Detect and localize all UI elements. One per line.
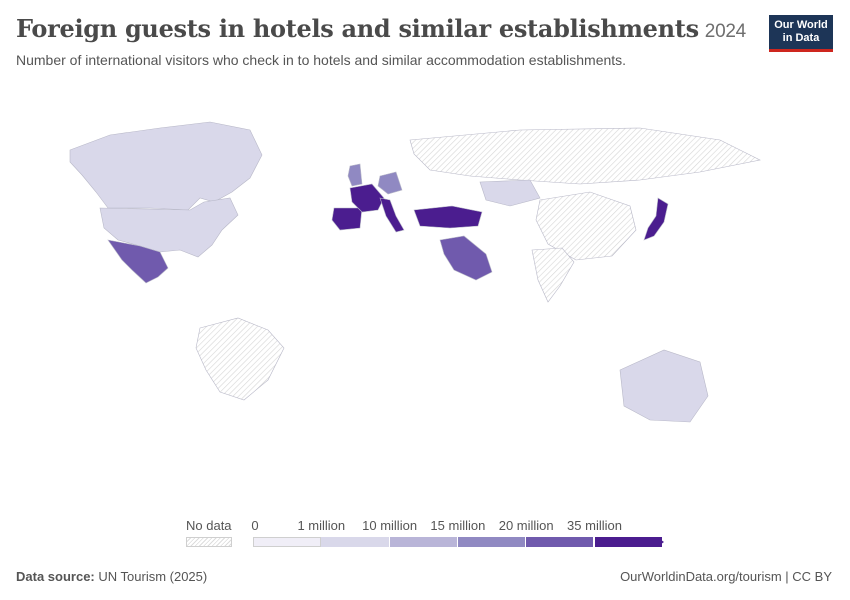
country-france[interactable] [349,183,385,213]
legend-no-data-swatch[interactable] [186,537,232,547]
world-map[interactable] [0,80,850,500]
country-kazakhstan[interactable] [479,179,541,207]
legend-no-data-label: No data [186,518,232,533]
chart-title: Foreign guests in hotels and similar est… [16,14,746,43]
legend-bin-2[interactable] [389,537,458,547]
legend-bin-0[interactable] [253,537,322,547]
country-canada[interactable] [69,121,263,211]
data-source-label: Data source: [16,569,95,584]
country-spain[interactable] [331,207,363,231]
data-source-value: UN Tourism (2025) [98,569,208,584]
country-saudi-arabia[interactable] [439,235,493,281]
country-brazil[interactable] [195,317,285,401]
legend-tick-4: 20 million [498,518,554,533]
country-china[interactable] [535,191,637,261]
logo-line-1: Our World [774,19,828,31]
legend-tick-2: 10 million [362,518,418,533]
attribution-link[interactable]: OurWorldinData.org/tourism | CC BY [620,569,832,584]
legend-bin-5[interactable] [594,537,663,547]
legend-bin-4[interactable] [526,537,595,547]
title-text: Foreign guests in hotels and similar est… [16,14,699,43]
owid-logo[interactable]: Our World in Data [769,15,833,52]
country-australia[interactable] [619,349,709,423]
country-italy[interactable] [379,197,405,233]
country-india[interactable] [531,247,575,303]
logo-line-2: in Data [782,32,820,44]
country-united-kingdom[interactable] [347,163,363,187]
data-source: Data source: UN Tourism (2025) [16,569,207,584]
legend-bin-1[interactable] [321,537,390,547]
legend-bin-3[interactable] [457,537,527,547]
legend-tick-0: 0 [251,518,259,533]
legend-tick-1: 1 million [297,518,346,533]
country-mexico[interactable] [107,239,169,284]
legend-tick-5: 35 million [567,518,622,533]
title-year: 2024 [704,21,746,42]
country-united-states[interactable] [99,197,239,258]
country-russia[interactable] [409,127,761,185]
legend-arrow [657,537,664,547]
country-germany[interactable] [377,171,403,195]
legend-tick-3: 15 million [430,518,486,533]
chart-subtitle: Number of international visitors who che… [16,52,627,68]
country-turkey[interactable] [413,205,483,229]
map-legend: No data 0 1 million 10 million 15 million 20… [0,510,850,555]
country-japan[interactable] [643,197,669,241]
